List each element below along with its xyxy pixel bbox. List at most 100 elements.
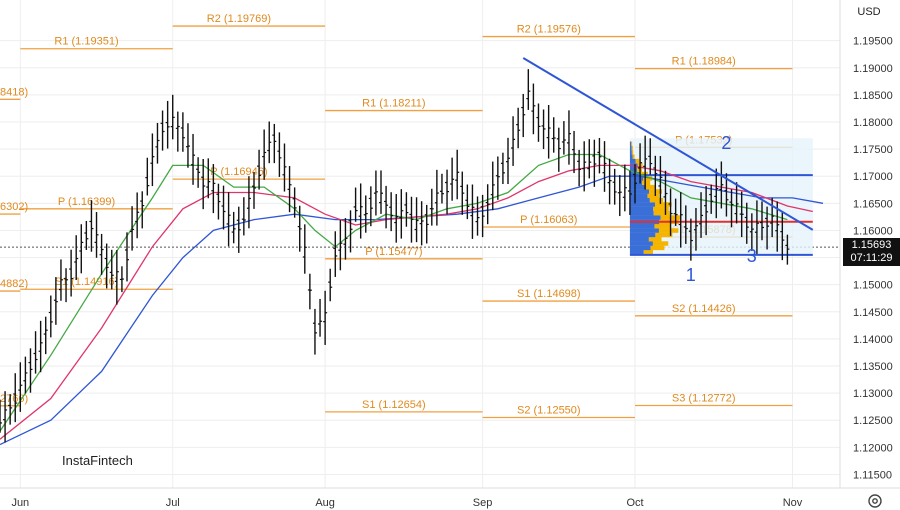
price-tick-label: 1.14500	[853, 307, 893, 319]
price-tick-label: 1.12000	[853, 442, 893, 454]
pivot-label: P (1.16946)	[210, 166, 267, 178]
profile-bar-blue	[629, 145, 632, 151]
last-price-value: 1.15693	[851, 239, 892, 251]
profile-bar-yellow	[631, 145, 633, 151]
profile-bar-yellow	[635, 158, 640, 164]
price-tick-label: 1.16500	[853, 198, 893, 210]
price-tick-label: 1.13000	[853, 388, 893, 400]
price-tick-label: 1.11500	[853, 469, 892, 481]
profile-bar-blue	[629, 210, 654, 216]
profile-bar-yellow	[640, 171, 648, 177]
profile-bar-yellow	[645, 184, 656, 190]
month-label: Jun	[11, 497, 29, 509]
profile-bar-blue	[629, 223, 655, 229]
profile-bar-blue	[629, 228, 659, 233]
profile-bar-blue	[629, 193, 648, 199]
price-tick-label: 1.17500	[853, 144, 893, 156]
grid-lines	[0, 0, 840, 488]
pivot-label: S2 (1.12550)	[517, 405, 581, 417]
profile-bar-blue	[629, 245, 651, 251]
profile-bar-blue	[629, 206, 654, 212]
profile-bar-yellow	[652, 241, 669, 246]
price-tick-label: 1.12500	[853, 415, 893, 427]
profile-bar-blue	[629, 215, 661, 220]
trendline	[522, 57, 814, 231]
wave-label: 3	[747, 246, 757, 266]
profile-bar-yellow	[631, 141, 633, 147]
profile-bar-yellow	[647, 193, 660, 199]
month-label: Sep	[473, 497, 493, 509]
month-label: Oct	[626, 497, 643, 509]
profile-bar-blue	[629, 176, 644, 181]
profile-bar-blue	[629, 184, 646, 190]
profile-bar-yellow	[653, 206, 669, 212]
month-label: Jul	[166, 497, 180, 509]
pivot-label: P (1.16063)	[520, 214, 577, 226]
profile-bar-blue	[629, 249, 644, 255]
price-tick-label: 1.14000	[853, 334, 893, 346]
profile-bar-blue	[629, 158, 636, 164]
profile-bar-yellow	[643, 249, 654, 255]
pivot-label: S3 (1.12772)	[672, 392, 736, 404]
time-axis: Jun Jul Aug Sep Oct Nov	[0, 487, 900, 509]
last-price-tag: 1.15693 07:11:29	[843, 238, 900, 266]
profile-bar-blue	[629, 241, 653, 246]
price-tick-label: 1.16000	[853, 225, 893, 237]
profile-bar-yellow	[632, 154, 635, 160]
profile-bar-yellow	[648, 236, 662, 242]
pivot-label: P (1.16399)	[58, 196, 115, 208]
ohlc-bars	[0, 69, 790, 443]
profile-bar-blue	[629, 202, 655, 207]
profile-bar-blue	[629, 232, 656, 238]
profile-bar-yellow	[643, 176, 653, 181]
profile-bar-yellow	[655, 232, 673, 238]
pivot-label: P (1.15477)	[365, 246, 422, 258]
pivot-label: R1 (1.19351)	[54, 36, 118, 48]
profile-bar-yellow	[654, 223, 671, 229]
profile-bar-blue	[629, 141, 632, 147]
profile-bar-blue	[629, 236, 649, 242]
settings-gear-icon[interactable]	[866, 492, 884, 510]
month-label: Aug	[315, 497, 335, 509]
wave-label: 2	[721, 133, 731, 153]
pivot-label: 4882)	[0, 278, 28, 290]
bar-countdown: 07:11:29	[850, 252, 893, 264]
pivot-label: 2766)	[0, 393, 28, 405]
profile-bar-yellow	[653, 210, 670, 216]
profile-bar-yellow	[650, 245, 665, 251]
currency-selector[interactable]: USD	[857, 6, 881, 18]
month-label: Nov	[783, 497, 803, 509]
pivot-label: 6302)	[0, 201, 28, 213]
price-tick-label: 1.17000	[853, 171, 893, 183]
wave-label: 1	[686, 265, 696, 285]
pivot-label: R2 (1.19769)	[207, 13, 271, 25]
pivot-label: S1 (1.14916)	[55, 276, 119, 288]
price-tick-label: 1.18000	[853, 117, 893, 129]
profile-bar-blue	[629, 154, 633, 160]
brand-logo: InstaFintech	[62, 453, 133, 468]
profile-bar-yellow	[642, 180, 651, 186]
profile-bar-blue	[629, 197, 650, 203]
profile-bar-yellow	[658, 228, 679, 233]
price-tick-label: 1.13500	[853, 361, 893, 373]
profile-bar-blue	[629, 150, 632, 155]
annotations: 1 2 3	[522, 57, 814, 285]
profile-bar-yellow	[654, 202, 672, 207]
profile-bar-blue	[629, 167, 638, 173]
pivot-label: R1 (1.18984)	[672, 56, 736, 68]
pivot-levels: R2 (1.19769) R1 (1.19351) 8418) R2 (1.19576…	[0, 13, 840, 419]
profile-bar-blue	[629, 189, 650, 194]
pivot-label: R2 (1.19576)	[517, 24, 581, 36]
pivot-label: S1 (1.12654)	[362, 399, 426, 411]
price-tick-label: 1.19500	[853, 36, 893, 48]
profile-bar-yellow	[649, 197, 664, 203]
price-tick-label: 1.19000	[853, 63, 893, 75]
profile-bar-yellow	[631, 150, 634, 155]
pivot-label: R1 (1.18211)	[362, 98, 425, 110]
pivot-label: 8418)	[0, 86, 28, 98]
pivot-label: S2 (1.14426)	[672, 303, 736, 315]
price-tick-label: 1.15000	[853, 280, 893, 292]
price-tick-label: 1.18500	[853, 90, 893, 102]
pivot-label: S1 (1.14698)	[517, 288, 581, 300]
